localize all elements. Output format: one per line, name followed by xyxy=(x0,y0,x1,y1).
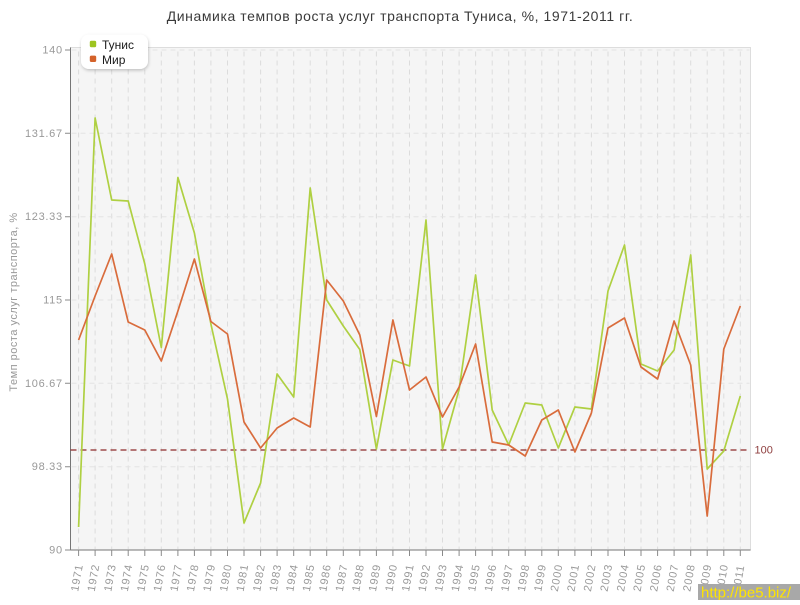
svg-text:1988: 1988 xyxy=(350,563,367,592)
svg-text:1980: 1980 xyxy=(218,563,235,592)
svg-text:2006: 2006 xyxy=(648,563,665,592)
svg-text:1984: 1984 xyxy=(284,563,301,592)
svg-text:100: 100 xyxy=(755,445,773,457)
svg-text:1998: 1998 xyxy=(516,563,533,592)
svg-text:1999: 1999 xyxy=(532,563,549,592)
svg-text:2005: 2005 xyxy=(632,563,649,592)
svg-text:1989: 1989 xyxy=(367,563,384,592)
svg-text:1997: 1997 xyxy=(499,563,516,592)
svg-text:1979: 1979 xyxy=(202,563,219,592)
svg-text:1972: 1972 xyxy=(86,563,103,592)
svg-text:1990: 1990 xyxy=(384,563,401,592)
svg-text:1994: 1994 xyxy=(450,563,467,592)
svg-text:2008: 2008 xyxy=(681,563,698,592)
svg-text:140: 140 xyxy=(42,45,62,57)
svg-text:1987: 1987 xyxy=(334,563,351,592)
svg-text:1986: 1986 xyxy=(317,563,334,592)
svg-text:Динамика темпов роста услуг тр: Динамика темпов роста услуг транспорта Т… xyxy=(167,8,634,24)
svg-text:1982: 1982 xyxy=(251,563,268,592)
svg-text:90: 90 xyxy=(49,545,63,557)
svg-text:1975: 1975 xyxy=(135,563,152,592)
svg-text:1995: 1995 xyxy=(466,563,483,592)
svg-text:131.67: 131.67 xyxy=(25,128,63,140)
svg-text:1977: 1977 xyxy=(169,563,186,592)
svg-text:1991: 1991 xyxy=(400,563,417,592)
svg-text:2003: 2003 xyxy=(599,563,616,592)
svg-text:106.67: 106.67 xyxy=(25,378,63,390)
svg-text:1976: 1976 xyxy=(152,563,169,592)
svg-text:Тунис: Тунис xyxy=(102,38,134,52)
svg-text:123.33: 123.33 xyxy=(25,211,63,223)
svg-text:2000: 2000 xyxy=(549,563,566,592)
svg-text:1981: 1981 xyxy=(235,563,252,592)
svg-text:1996: 1996 xyxy=(483,563,500,592)
svg-text:2004: 2004 xyxy=(615,563,632,592)
svg-text:http://be5.biz/: http://be5.biz/ xyxy=(701,585,792,601)
svg-text:Темп роста услуг транспорта, %: Темп роста услуг транспорта, % xyxy=(8,212,20,391)
svg-text:Мир: Мир xyxy=(102,53,126,67)
svg-text:1983: 1983 xyxy=(268,563,285,592)
svg-text:1992: 1992 xyxy=(417,563,434,592)
svg-text:115: 115 xyxy=(43,295,63,307)
svg-text:1985: 1985 xyxy=(301,563,318,592)
svg-text:1978: 1978 xyxy=(185,563,202,592)
svg-text:2007: 2007 xyxy=(665,563,682,592)
svg-text:2002: 2002 xyxy=(582,563,599,592)
svg-text:1971: 1971 xyxy=(69,563,86,592)
svg-text:1973: 1973 xyxy=(102,563,119,592)
svg-text:1993: 1993 xyxy=(433,563,450,592)
svg-text:2001: 2001 xyxy=(566,563,583,592)
svg-text:1974: 1974 xyxy=(119,563,136,592)
svg-text:98.33: 98.33 xyxy=(32,461,63,473)
